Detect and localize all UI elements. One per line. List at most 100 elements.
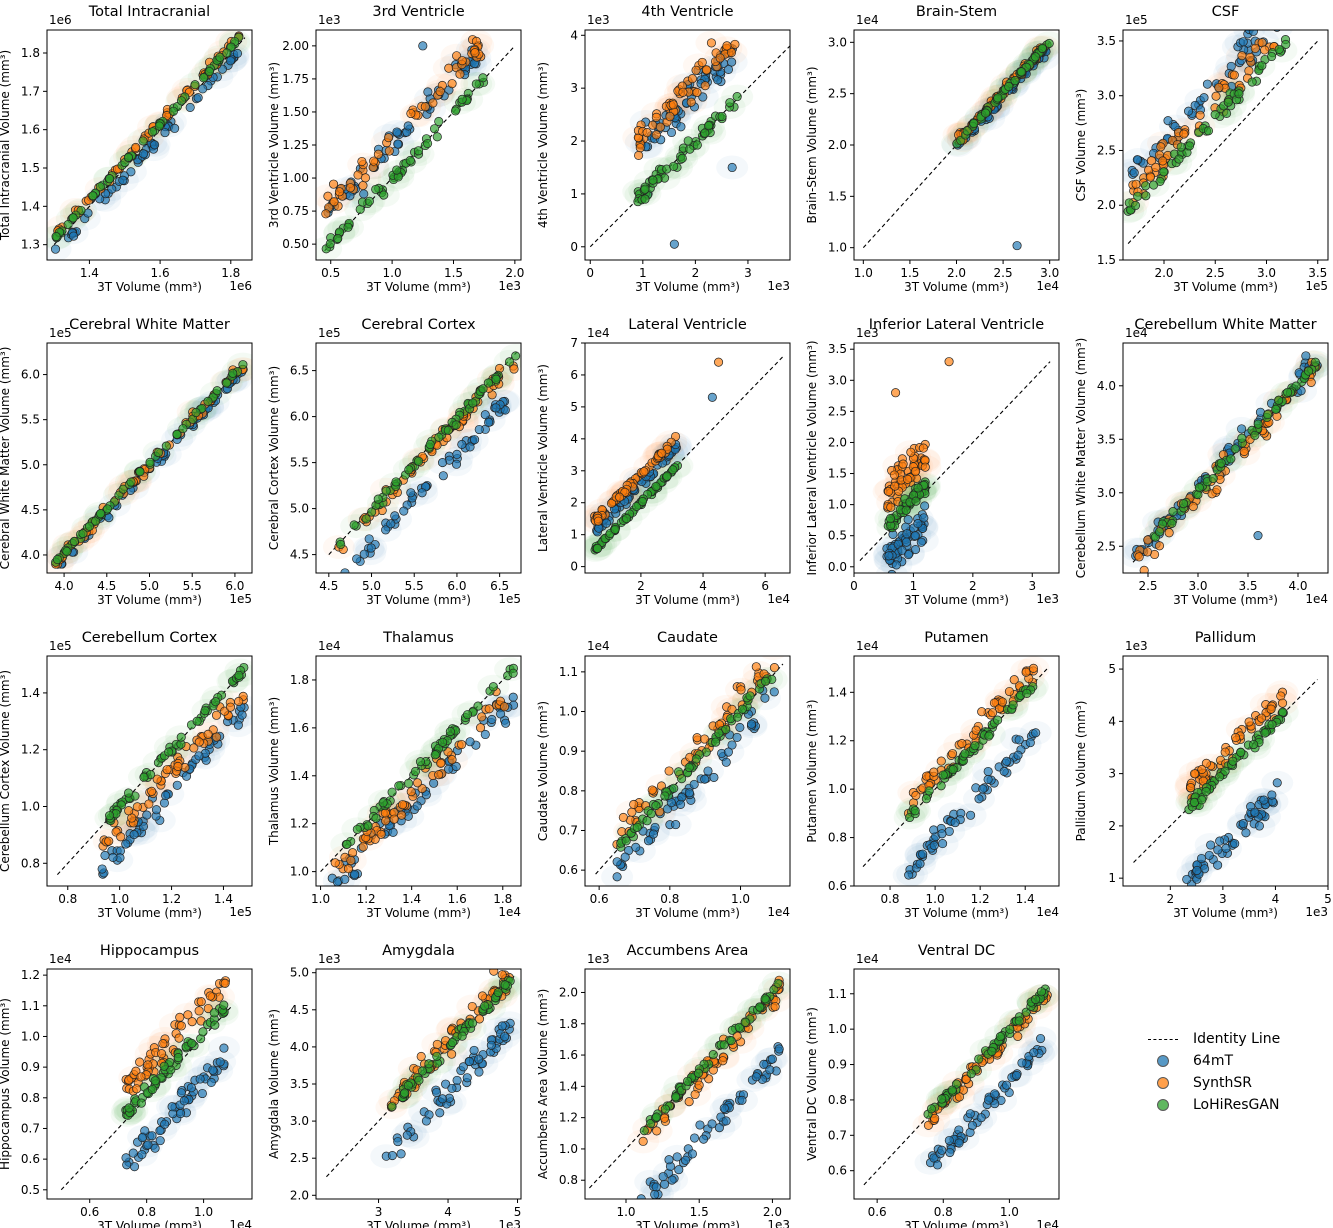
plot-area	[862, 31, 1059, 251]
point-synthsr	[484, 704, 494, 714]
point-64mt	[155, 1136, 165, 1146]
y-exponent: 1e3	[318, 952, 341, 966]
point-64mt	[671, 820, 681, 830]
point-lohiresgan	[211, 697, 221, 707]
point-64mt	[508, 692, 518, 702]
point-synthsr	[890, 481, 900, 491]
point-synthsr	[657, 448, 667, 458]
x-tick-label: 1.4	[80, 266, 99, 280]
point-lohiresgan	[138, 136, 148, 146]
point-lohiresgan	[1208, 473, 1218, 484]
point-lohiresgan	[885, 513, 896, 524]
x-axis-label: 3T Volume (mm³)	[366, 593, 471, 607]
point-64mt	[1196, 853, 1207, 864]
y-tick-label: 1.4	[559, 1079, 578, 1093]
point-synthsr	[152, 774, 162, 784]
point-lohiresgan	[993, 715, 1003, 725]
plot-area	[47, 352, 252, 573]
point-lohiresgan	[400, 1088, 410, 1098]
point-64mt	[669, 239, 679, 249]
x-exponent: 1e3	[1305, 905, 1328, 919]
x-tick-label: 6.0	[447, 579, 466, 593]
x-axis-label: 3T Volume (mm³)	[904, 280, 1009, 294]
chart-panel-14: 0.8 1.0 1.2 1.40.60.81.01.21.41e41e4Putamen…	[805, 630, 1060, 920]
point-64mt	[359, 189, 369, 199]
axes-frame	[853, 968, 1060, 1200]
point-lohiresgan	[96, 509, 106, 519]
point-64mt	[967, 1121, 977, 1131]
point-64mt	[137, 1149, 147, 1160]
point-64mt	[435, 1108, 445, 1118]
point-lohiresgan	[1223, 97, 1233, 107]
point-64mt	[651, 1182, 661, 1192]
x-tick-label: 4	[1272, 892, 1280, 906]
point-lohiresgan	[511, 351, 521, 361]
x-axis-label: 3T Volume (mm³)	[1173, 593, 1278, 607]
point-lohiresgan	[1141, 191, 1151, 201]
chart-panel-9: 0 1 2 30.00.51.01.52.02.53.03.51e31e3Inferi…	[805, 317, 1060, 607]
x-tick-label: 1.2	[357, 892, 376, 906]
point-64mt	[197, 1088, 207, 1099]
point-64mt	[233, 720, 243, 730]
point-lohiresgan	[704, 121, 714, 131]
point-lohiresgan	[147, 127, 157, 137]
point-lohiresgan	[394, 781, 404, 791]
point-64mt	[650, 1189, 660, 1199]
y-exponent: 1e4	[856, 952, 879, 966]
point-synthsr	[690, 1089, 700, 1100]
point-lohiresgan	[711, 737, 721, 747]
y-tick-label: 0.50	[282, 237, 309, 251]
point-lohiresgan	[480, 1001, 490, 1011]
point-synthsr	[509, 364, 519, 374]
point-lohiresgan	[367, 507, 377, 517]
point-lohiresgan	[450, 106, 461, 116]
point-64mt	[452, 449, 462, 459]
point-lohiresgan	[1216, 458, 1226, 468]
point-synthsr	[944, 357, 954, 367]
point-lohiresgan	[349, 520, 359, 530]
point-lohiresgan	[78, 529, 88, 539]
point-lohiresgan	[154, 121, 164, 131]
x-tick-label: 5.0	[362, 579, 381, 593]
point-64mt	[695, 1120, 705, 1130]
axes-frame	[584, 968, 791, 1200]
x-axis-label: 3T Volume (mm³)	[635, 280, 740, 294]
point-64mt	[412, 801, 422, 811]
point-lohiresgan	[632, 822, 642, 832]
point-synthsr	[1131, 179, 1141, 189]
point-lohiresgan	[219, 1000, 229, 1010]
point-lohiresgan	[190, 80, 200, 90]
point-lohiresgan	[447, 1037, 457, 1048]
point-64mt	[700, 774, 710, 784]
point-64mt	[1017, 1058, 1027, 1068]
point-synthsr	[891, 388, 901, 398]
point-synthsr	[889, 470, 899, 480]
y-tick-label: 0.5	[21, 1183, 40, 1197]
point-64mt	[974, 794, 984, 804]
point-synthsr	[736, 685, 746, 695]
point-64mt	[658, 1172, 668, 1182]
point-64mt	[160, 128, 170, 138]
point-64mt	[884, 551, 894, 561]
point-lohiresgan	[192, 716, 202, 726]
point-64mt	[1192, 865, 1202, 875]
y-exponent: 1e6	[49, 13, 72, 27]
point-64mt	[155, 1126, 165, 1136]
y-tick-label: 1.8	[559, 1017, 578, 1031]
y-tick-label: 1.2	[828, 734, 847, 748]
y-axis-label: Cerebellum Cortex Volume (mm³)	[0, 670, 12, 872]
point-lohiresgan	[1310, 357, 1320, 367]
point-lohiresgan	[473, 701, 483, 711]
point-lohiresgan	[734, 1022, 744, 1032]
point-lohiresgan	[911, 496, 921, 506]
point-64mt	[198, 84, 208, 94]
point-synthsr	[1244, 717, 1254, 727]
point-64mt	[418, 41, 428, 51]
point-lohiresgan	[414, 456, 424, 466]
y-tick-label: 2.00	[282, 39, 309, 53]
point-synthsr	[381, 816, 391, 826]
point-lohiresgan	[1016, 67, 1027, 77]
y-tick-label: 3	[570, 81, 578, 95]
point-synthsr	[116, 832, 126, 842]
